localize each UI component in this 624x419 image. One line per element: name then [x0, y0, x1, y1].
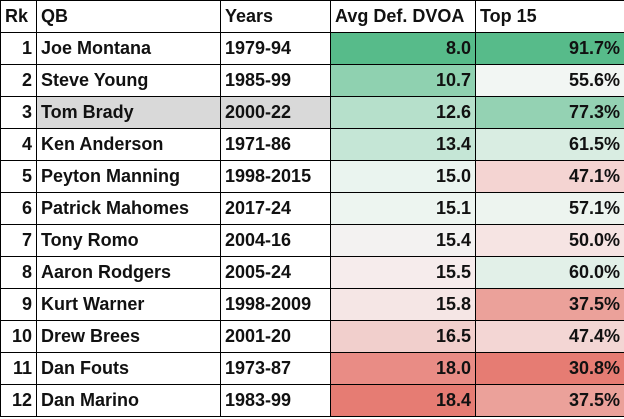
top15-cell: 47.1% [475, 160, 624, 193]
table-row: 3 Tom Brady 2000-22 12.6 77.3% [0, 96, 624, 129]
table-row: 9 Kurt Warner 1998-2009 15.8 37.5% [0, 288, 624, 321]
header-qb: QB [36, 0, 221, 33]
dvoa-cell: 15.8 [330, 288, 476, 321]
qb-cell: Aaron Rodgers [36, 256, 221, 289]
rank-cell: 8 [0, 256, 37, 289]
years-cell: 2005-24 [220, 256, 331, 289]
years-cell: 2001-20 [220, 320, 331, 353]
header-top15: Top 15 [475, 0, 624, 33]
dvoa-cell: 10.7 [330, 64, 476, 97]
top15-cell: 55.6% [475, 64, 624, 97]
rank-cell: 5 [0, 160, 37, 193]
dvoa-cell: 13.4 [330, 128, 476, 161]
rank-cell: 7 [0, 224, 37, 257]
table-row: 8 Aaron Rodgers 2005-24 15.5 60.0% [0, 256, 624, 289]
dvoa-cell: 15.0 [330, 160, 476, 193]
dvoa-cell: 15.5 [330, 256, 476, 289]
years-cell: 1979-94 [220, 32, 331, 65]
table-row: 7 Tony Romo 2004-16 15.4 50.0% [0, 224, 624, 257]
header-rank: Rk [0, 0, 37, 33]
dvoa-cell: 18.4 [330, 384, 476, 417]
years-cell: 1983-99 [220, 384, 331, 417]
dvoa-cell: 12.6 [330, 96, 476, 129]
table-row: 6 Patrick Mahomes 2017-24 15.1 57.1% [0, 192, 624, 225]
years-cell: 1998-2015 [220, 160, 331, 193]
dvoa-cell: 18.0 [330, 352, 476, 385]
years-cell: 1985-99 [220, 64, 331, 97]
qb-cell: Dan Fouts [36, 352, 221, 385]
years-cell: 1998-2009 [220, 288, 331, 321]
qb-cell: Ken Anderson [36, 128, 221, 161]
top15-cell: 47.4% [475, 320, 624, 353]
header-years: Years [220, 0, 331, 33]
years-cell: 2017-24 [220, 192, 331, 225]
qb-cell: Joe Montana [36, 32, 221, 65]
top15-cell: 50.0% [475, 224, 624, 257]
rank-cell: 4 [0, 128, 37, 161]
top15-cell: 37.5% [475, 288, 624, 321]
rank-cell: 6 [0, 192, 37, 225]
dvoa-cell: 15.1 [330, 192, 476, 225]
top15-cell: 57.1% [475, 192, 624, 225]
qb-cell: Steve Young [36, 64, 221, 97]
top15-cell: 30.8% [475, 352, 624, 385]
table-row: 4 Ken Anderson 1971-86 13.4 61.5% [0, 128, 624, 161]
qb-cell: Peyton Manning [36, 160, 221, 193]
table-body: 1 Joe Montana 1979-94 8.0 91.7% 2 Steve … [0, 32, 624, 417]
qb-cell: Dan Marino [36, 384, 221, 417]
years-cell: 1971-86 [220, 128, 331, 161]
rank-cell: 2 [0, 64, 37, 97]
top15-cell: 60.0% [475, 256, 624, 289]
header-row: Rk QB Years Avg Def. DVOA Top 15 [0, 0, 624, 33]
rank-cell: 9 [0, 288, 37, 321]
table-row: 12 Dan Marino 1983-99 18.4 37.5% [0, 384, 624, 417]
table-row: 5 Peyton Manning 1998-2015 15.0 47.1% [0, 160, 624, 193]
rank-cell: 10 [0, 320, 37, 353]
table-row: 11 Dan Fouts 1973-87 18.0 30.8% [0, 352, 624, 385]
dvoa-cell: 16.5 [330, 320, 476, 353]
dvoa-cell: 15.4 [330, 224, 476, 257]
header-dvoa: Avg Def. DVOA [330, 0, 476, 33]
qb-cell: Tom Brady [36, 96, 221, 129]
qb-cell: Kurt Warner [36, 288, 221, 321]
qb-cell: Patrick Mahomes [36, 192, 221, 225]
years-cell: 2000-22 [220, 96, 331, 129]
rank-cell: 3 [0, 96, 37, 129]
years-cell: 2004-16 [220, 224, 331, 257]
table-row: 10 Drew Brees 2001-20 16.5 47.4% [0, 320, 624, 353]
top15-cell: 77.3% [475, 96, 624, 129]
rank-cell: 11 [0, 352, 37, 385]
top15-cell: 61.5% [475, 128, 624, 161]
rank-cell: 12 [0, 384, 37, 417]
years-cell: 1973-87 [220, 352, 331, 385]
rank-cell: 1 [0, 32, 37, 65]
top15-cell: 91.7% [475, 32, 624, 65]
qb-cell: Tony Romo [36, 224, 221, 257]
qb-cell: Drew Brees [36, 320, 221, 353]
table-row: 2 Steve Young 1985-99 10.7 55.6% [0, 64, 624, 97]
table-row: 1 Joe Montana 1979-94 8.0 91.7% [0, 32, 624, 65]
dvoa-cell: 8.0 [330, 32, 476, 65]
top15-cell: 37.5% [475, 384, 624, 417]
